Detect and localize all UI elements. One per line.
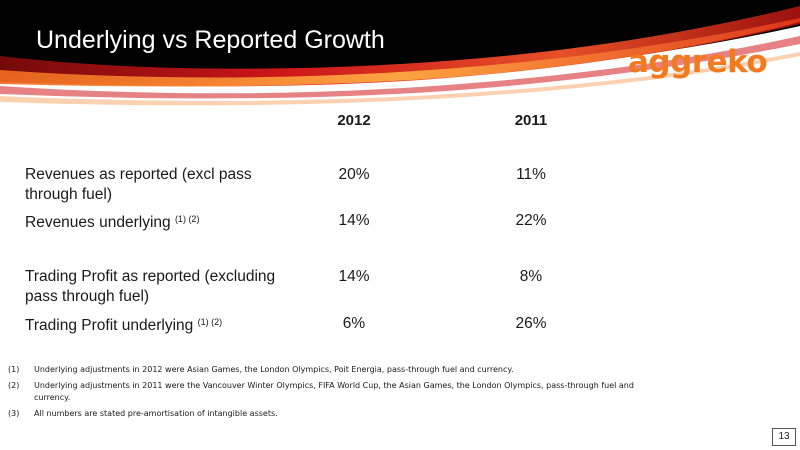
aggreko-logo: aggreko (628, 44, 768, 80)
cell-trading-profit-reported-2011: 8% (519, 268, 543, 285)
footnote-item: (3) All numbers are stated pre-amortisat… (8, 408, 668, 420)
row-label-text: Trading Profit as reported (excluding pa… (25, 268, 276, 305)
row-label-trading-profit-underlying: Trading Profit underlying (1) (2) (25, 312, 295, 336)
footnote-number: (2) (8, 381, 20, 390)
cell-trading-profit-reported-2012: 14% (338, 268, 370, 285)
row-label-trading-profit-reported: Trading Profit as reported (excluding pa… (25, 267, 295, 307)
footnote-text: Underlying adjustments in 2012 were Asia… (34, 365, 514, 374)
row-label-text: Revenues as reported (excl pass through … (25, 166, 252, 203)
footnote-item: (1) Underlying adjustments in 2012 were … (8, 364, 668, 376)
footnote-number: (1) (8, 365, 20, 374)
footnote-reference: (1) (2) (197, 317, 223, 327)
cell-revenues-underlying-2011: 22% (515, 212, 547, 229)
footnote-number: (3) (8, 409, 20, 418)
slide-header: Underlying vs Reported Growth aggreko (0, 0, 800, 110)
column-header-2012: 2012 (337, 112, 371, 129)
column-header-2011: 2011 (514, 112, 548, 129)
cell-trading-profit-underlying-2012: 6% (342, 315, 366, 332)
footnote-item: (2) Underlying adjustments in 2011 were … (8, 380, 668, 404)
row-label-text: Revenues underlying (25, 214, 171, 231)
cell-revenues-underlying-2012: 14% (338, 212, 370, 229)
page-number: 13 (772, 428, 796, 446)
row-label-revenues-reported: Revenues as reported (excl pass through … (25, 165, 295, 205)
row-label-revenues-underlying: Revenues underlying (1) (2) (25, 209, 295, 233)
row-label-text: Trading Profit underlying (25, 317, 194, 334)
slide-title: Underlying vs Reported Growth (36, 26, 385, 54)
footnote-text: All numbers are stated pre-amortisation … (34, 409, 278, 418)
cell-trading-profit-underlying-2011: 26% (515, 315, 547, 332)
cell-revenues-reported-2011: 11% (516, 166, 546, 183)
header-swoosh-graphic (0, 0, 800, 106)
cell-revenues-reported-2012: 20% (338, 166, 370, 183)
footnote-text: Underlying adjustments in 2011 were the … (34, 381, 634, 402)
footnote-reference: (1) (2) (174, 214, 200, 224)
footnotes: (1) Underlying adjustments in 2012 were … (8, 364, 668, 424)
